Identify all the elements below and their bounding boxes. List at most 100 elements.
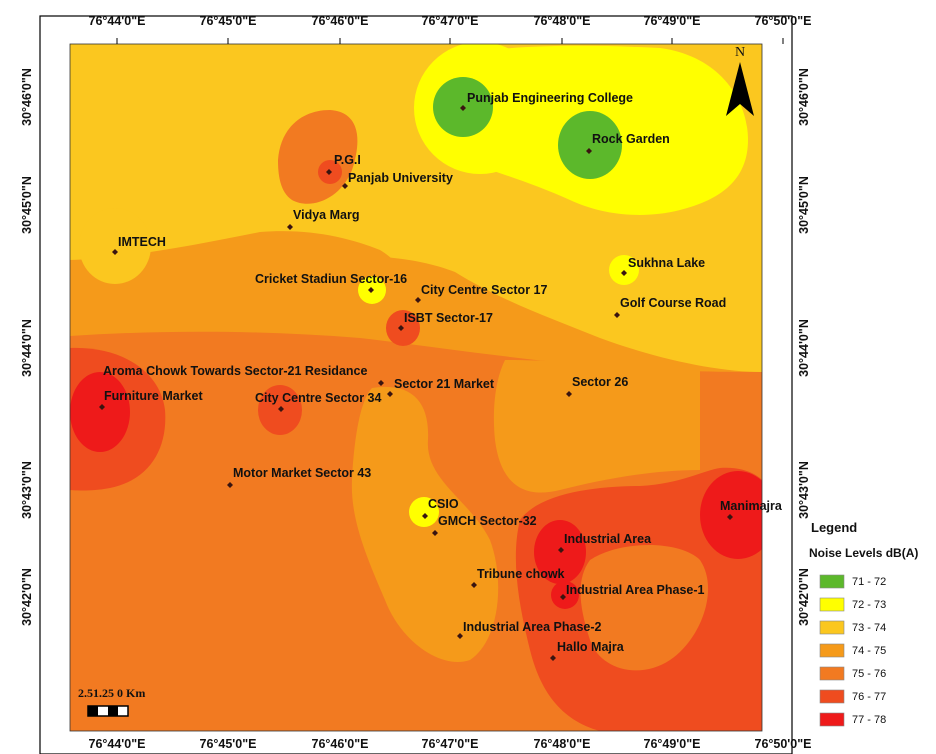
- zone-77-78-manimajra: [700, 471, 762, 559]
- lon-tick-label-top: 76°44'0"E: [89, 14, 146, 28]
- legend-swatch: [819, 574, 845, 589]
- place-label: Punjab Engineering College: [467, 91, 633, 105]
- lon-tick-label-top: 76°48'0"E: [534, 14, 591, 28]
- scale-bar: 2.51.25 0 Km: [78, 686, 145, 717]
- lon-tick-label-bottom: 76°44'0"E: [89, 737, 146, 751]
- lon-tick-label-bottom: 76°47'0"E: [422, 737, 479, 751]
- place-marker-icon: [560, 594, 566, 600]
- longitude-ticks-bottom: 76°44'0"E 76°45'0"E 76°46'0"E 76°47'0"E 76°4…: [89, 737, 812, 751]
- place-marker-icon: [550, 655, 556, 661]
- lat-tick-label-right: 30°46'0"N: [797, 68, 811, 126]
- legend-swatch: [819, 712, 845, 727]
- latitude-ticks-left: 30°46'0"N 30°45'0"N 30°44'0"N 30°43'0"N 30°4…: [20, 68, 34, 626]
- place-marker-icon: [471, 582, 477, 588]
- legend-subtitle: Noise Levels dB(A): [809, 546, 918, 560]
- place-label: Sukhna Lake: [628, 256, 705, 270]
- legend-swatch: [819, 666, 845, 681]
- place-label: GMCH Sector-32: [438, 514, 537, 528]
- scale-bar-label: 2.51.25 0 Km: [78, 686, 145, 700]
- place-markers: Punjab Engineering College Rock Garden P.G…: [99, 91, 783, 661]
- lat-tick-label-left: 30°46'0"N: [20, 68, 34, 126]
- place-label: Industrial Area Phase-2: [463, 620, 602, 634]
- zone-73-74-imtech: [79, 208, 151, 284]
- lon-tick-label-top: 76°46'0"E: [312, 14, 369, 28]
- place-marker-icon: [621, 270, 627, 276]
- legend-title: Legend: [811, 520, 857, 535]
- place-label: Sector 21 Market: [394, 377, 495, 391]
- place-marker-icon: [378, 380, 384, 386]
- lon-tick-label-top: 76°47'0"E: [422, 14, 479, 28]
- lat-tick-label-right: 30°44'0"N: [797, 319, 811, 377]
- zone-74-75-central: [70, 231, 415, 335]
- place-label: CSIO: [428, 497, 459, 511]
- place-marker-icon: [566, 391, 572, 397]
- legend-item-label: 73 - 74: [852, 622, 886, 634]
- latitude-ticks-right: 30°46'0"N 30°45'0"N 30°44'0"N 30°43'0"N 30°4…: [797, 68, 811, 626]
- lat-tick-label-right: 30°43'0"N: [797, 461, 811, 519]
- place-marker-icon: [287, 224, 293, 230]
- place-marker-icon: [460, 105, 466, 111]
- place-label: ISBT Sector-17: [404, 311, 493, 325]
- lon-tick-label-bottom: 76°49'0"E: [644, 737, 701, 751]
- place-label: Industrial Area: [564, 532, 652, 546]
- place-label: Rock Garden: [592, 132, 670, 146]
- map-area: [70, 44, 762, 731]
- legend-swatch: [819, 620, 845, 635]
- place-label: Vidya Marg: [293, 208, 359, 222]
- place-marker-icon: [398, 325, 404, 331]
- place-label: IMTECH: [118, 235, 166, 249]
- lat-tick-label-left: 30°42'0"N: [20, 568, 34, 626]
- zone-72-73-csio: [409, 497, 439, 527]
- place-label: Manimajra: [720, 499, 783, 513]
- legend-item-label: 74 - 75: [852, 645, 886, 657]
- legend-swatch: [819, 597, 845, 612]
- legend-swatch: [819, 643, 845, 658]
- place-marker-icon: [278, 406, 284, 412]
- lat-tick-label-right: 30°42'0"N: [797, 568, 811, 626]
- place-label: Aroma Chowk Towards Sector-21 Residance: [103, 364, 367, 378]
- lat-tick-label-left: 30°44'0"N: [20, 319, 34, 377]
- lat-tick-label-right: 30°45'0"N: [797, 176, 811, 234]
- place-label: Hallo Majra: [557, 640, 625, 654]
- lon-tick-label-bottom: 76°45'0"E: [200, 737, 257, 751]
- place-label: P.G.I: [334, 153, 361, 167]
- place-marker-icon: [368, 287, 374, 293]
- lon-tick-label-bottom: 76°48'0"E: [534, 737, 591, 751]
- place-marker-icon: [432, 530, 438, 536]
- lon-tick-label-bottom: 76°46'0"E: [312, 737, 369, 751]
- zone-75-76-industrial-pocket: [580, 545, 709, 671]
- place-label: Tribune chowk: [477, 567, 565, 581]
- legend-item-label: 75 - 76: [852, 668, 886, 680]
- north-arrow: N: [726, 45, 754, 116]
- place-marker-icon: [99, 404, 105, 410]
- place-marker-icon: [112, 249, 118, 255]
- lon-tick-label-top: 76°45'0"E: [200, 14, 257, 28]
- legend: Legend Noise Levels dB(A) 71 - 72 72 - 73…: [809, 520, 918, 727]
- place-label: City Centre Sector 34: [255, 391, 381, 405]
- lat-tick-label-left: 30°45'0"N: [20, 176, 34, 234]
- place-label: Golf Course Road: [620, 296, 726, 310]
- place-marker-icon: [342, 183, 348, 189]
- map-frame: [39, 15, 793, 754]
- place-marker-icon: [614, 312, 620, 318]
- place-label: Panjab University: [348, 171, 453, 185]
- place-marker-icon: [558, 547, 564, 553]
- scale-bar-segment: [88, 706, 98, 716]
- place-label: City Centre Sector 17: [421, 283, 547, 297]
- legend-swatch: [819, 689, 845, 704]
- place-marker-icon: [227, 482, 233, 488]
- zone-74-75-south-east: [493, 360, 700, 493]
- zone-71-72-rock-garden: [558, 111, 622, 179]
- legend-items: 71 - 72 72 - 73 73 - 74 74 - 75 75 - 76 76 - …: [819, 574, 886, 727]
- legend-item-label: 72 - 73: [852, 599, 886, 611]
- place-label: Cricket Stadiun Sector-16: [255, 272, 407, 286]
- lon-tick-label-bottom: 76°50'0"E: [755, 737, 812, 751]
- north-arrow-icon: [726, 62, 754, 116]
- place-marker-icon: [387, 391, 393, 397]
- place-marker-icon: [422, 513, 428, 519]
- place-marker-icon: [457, 633, 463, 639]
- lat-tick-label-left: 30°43'0"N: [20, 461, 34, 519]
- north-arrow-label: N: [735, 45, 745, 60]
- legend-item-label: 71 - 72: [852, 576, 886, 588]
- place-marker-icon: [586, 148, 592, 154]
